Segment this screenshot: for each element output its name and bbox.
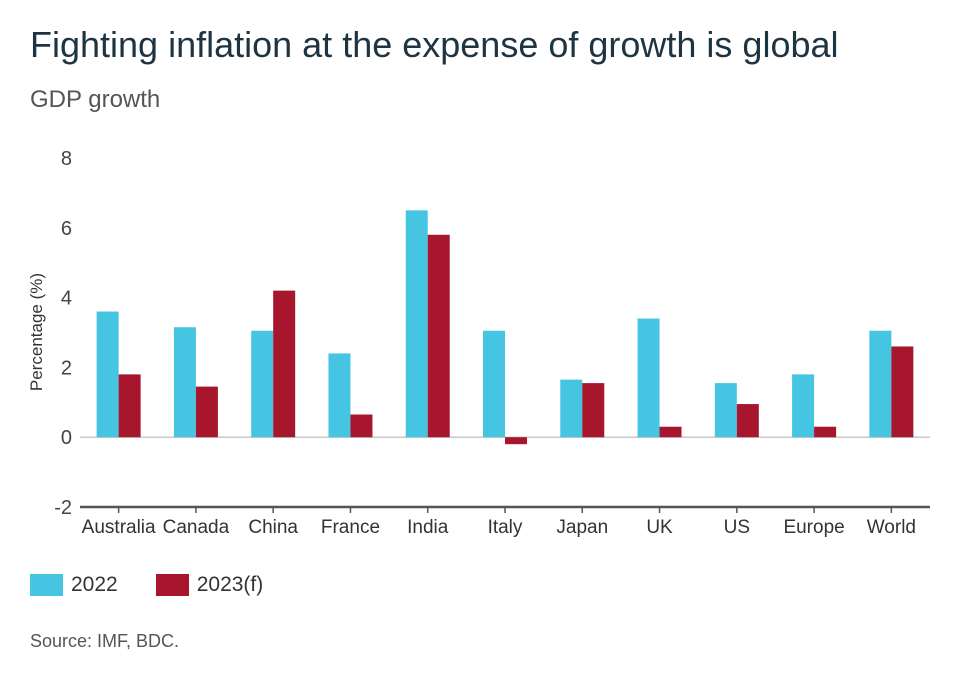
bar-australia-2023f — [118, 374, 141, 438]
y-tick-label: 0 — [61, 427, 72, 449]
bar-chart: 8 6 4 2 0 -2 Australia Canada China France India I… — [27, 148, 930, 538]
bars — [96, 210, 914, 445]
legend: 2022 2023(f) — [30, 573, 301, 597]
chart-subtitle: GDP growth — [30, 86, 161, 113]
bar-us-2022 — [714, 383, 737, 438]
y-axis-label: Percentage (%) — [27, 273, 46, 391]
y-tick-label: 8 — [61, 148, 72, 170]
bar-europe-2023f — [814, 426, 837, 438]
x-tick-label: Europe — [783, 517, 844, 538]
source-note: Source: IMF, BDC. — [30, 631, 180, 651]
bar-japan-2022 — [560, 379, 583, 438]
x-tick-label: UK — [646, 517, 673, 538]
bar-japan-2023f — [582, 383, 605, 438]
x-tick-label: India — [407, 517, 449, 538]
bar-us-2023f — [736, 404, 759, 438]
bar-italy-2023f — [505, 437, 527, 445]
y-tick-label: -2 — [54, 497, 72, 519]
bar-china-2023f — [273, 290, 296, 438]
x-tick-label: US — [724, 517, 750, 538]
x-tick-label: China — [248, 517, 298, 538]
y-tick-label: 2 — [61, 357, 72, 379]
x-axis — [80, 505, 930, 513]
bar-france-2022 — [328, 353, 351, 438]
y-tick-label: 6 — [61, 218, 72, 240]
x-tick-label: World — [867, 517, 916, 538]
x-tick-label: Australia — [82, 517, 156, 538]
chart-title: Fighting inflation at the expense of gro… — [30, 24, 839, 65]
bar-uk-2023f — [659, 426, 682, 438]
legend-label-2022: 2022 — [71, 573, 118, 596]
bar-italy-2022 — [483, 330, 505, 438]
x-tick-label: Canada — [163, 517, 230, 538]
bar-world-2022 — [869, 330, 892, 438]
legend-label-2023f: 2023(f) — [196, 573, 264, 596]
y-tick-label: 4 — [61, 288, 72, 310]
legend-item-2023f: 2023(f) — [155, 573, 264, 597]
bar-world-2023f — [891, 346, 914, 438]
bar-europe-2022 — [792, 374, 815, 438]
bar-canada-2022 — [173, 327, 196, 438]
y-tick-labels: 8 6 4 2 0 -2 — [54, 148, 72, 519]
legend-item-2022: 2022 — [30, 573, 118, 597]
x-tick-label: Japan — [556, 517, 608, 538]
bar-china-2022 — [251, 330, 274, 438]
bar-france-2023f — [350, 414, 373, 438]
bar-india-2023f — [427, 234, 450, 438]
x-tick-labels: Australia Canada China France India Italy Japa… — [82, 517, 916, 538]
x-tick-label: France — [321, 517, 380, 538]
bar-canada-2023f — [195, 386, 218, 438]
bar-uk-2022 — [637, 318, 660, 438]
x-tick-label: Italy — [488, 517, 523, 538]
legend-swatch-2023f — [155, 574, 189, 596]
legend-swatch-2022 — [30, 574, 63, 596]
bar-australia-2022 — [96, 311, 119, 438]
bar-india-2022 — [405, 210, 428, 438]
